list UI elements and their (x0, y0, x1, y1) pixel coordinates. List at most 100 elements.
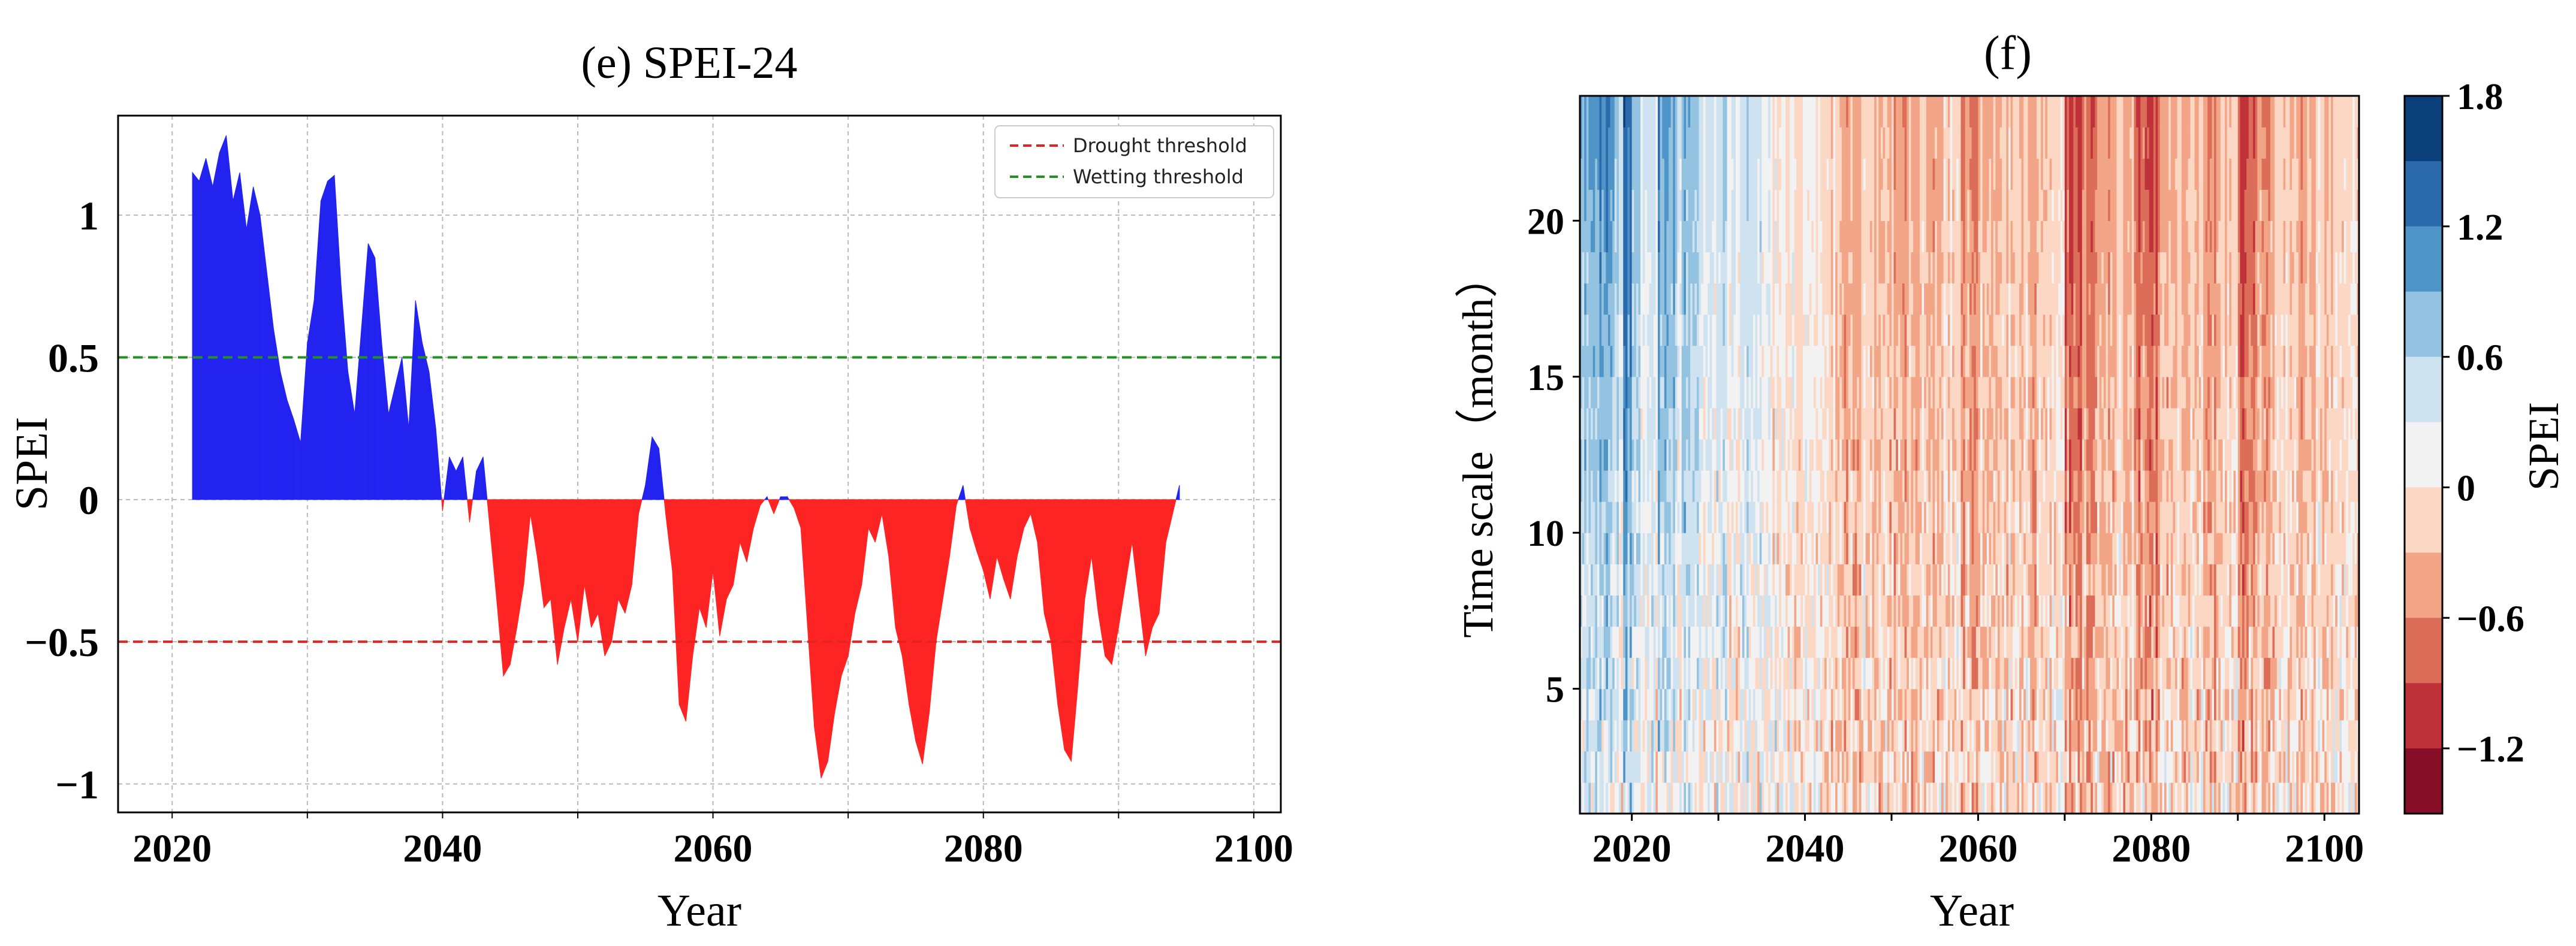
heatmap-cell (2021, 439, 2024, 471)
heatmap-cell (1820, 96, 1823, 128)
heatmap-cell (1751, 533, 1754, 564)
heatmap-cell (1727, 127, 1730, 159)
heatmap-cell (1651, 720, 1654, 752)
spei-positive-area (422, 343, 430, 500)
heatmap-cell (1662, 189, 1665, 221)
heatmap-cell (1848, 407, 1851, 440)
spei-negative-area (530, 499, 538, 557)
heatmap-cell (1718, 345, 1721, 377)
heatmap-cell (1984, 345, 1987, 377)
heatmap-cell (1757, 782, 1760, 814)
heatmap-cell (1669, 127, 1672, 159)
heatmap-cell (1616, 533, 1619, 564)
heatmap-cell (1984, 220, 1987, 253)
heatmap-cell (1781, 782, 1784, 814)
spei-negative-area (631, 499, 639, 585)
heatmap-cell (1770, 96, 1773, 128)
heatmap-cell (1935, 407, 1938, 440)
heatmap-cell (1846, 283, 1849, 315)
heatmap-cell (1830, 688, 1834, 721)
heatmap-cell (2013, 782, 2016, 814)
heatmap-cell (1802, 220, 1806, 253)
heatmap-cell (1748, 720, 1751, 752)
heatmap-cell (1718, 657, 1721, 690)
heatmap-cell (1820, 501, 1823, 533)
spei-negative-area (1118, 499, 1126, 628)
heatmap-cell (1863, 720, 1866, 752)
heatmap-cell (1662, 782, 1665, 814)
heatmap-cell (1785, 533, 1788, 564)
heatmap-cell (1917, 220, 1920, 253)
heatmap-cell (1932, 657, 1935, 690)
heatmap-cell (1755, 345, 1758, 377)
spei-positive-area (361, 243, 369, 500)
heatmap-cell (1853, 439, 1856, 471)
heatmap-cell (1880, 220, 1884, 253)
heatmap-cell (1811, 345, 1814, 377)
heatmap-cell (1645, 595, 1648, 627)
heatmap-cell (2008, 501, 2011, 533)
heatmap-cell (1805, 657, 1808, 690)
heatmap-cell (1768, 751, 1771, 783)
heatmap-cell (1673, 407, 1676, 440)
heatmap-cell (1859, 626, 1862, 658)
spei-positive-area (408, 300, 416, 500)
heatmap-cell (1619, 720, 1622, 752)
heatmap-cell (1853, 345, 1856, 377)
heatmap-cell (1820, 283, 1823, 315)
heatmap-cell (1675, 252, 1678, 284)
heatmap-cell (1848, 314, 1851, 346)
heatmap-cell (1787, 501, 1790, 533)
heatmap-cell (1724, 407, 1728, 440)
spei-positive-area (449, 457, 457, 500)
heatmap-cell (1924, 376, 1927, 409)
heatmap-cell (1694, 439, 1697, 471)
heatmap-cell (1673, 158, 1676, 190)
heatmap-cell (1703, 751, 1706, 783)
heatmap-cell (1761, 283, 1764, 315)
heatmap-cell (2017, 252, 2020, 284)
heatmap-cell (1971, 345, 1974, 377)
heatmap-cell (1928, 127, 1931, 159)
heatmap-cell (1811, 626, 1814, 658)
heatmap-cell (1986, 782, 1990, 814)
heatmap-cell (1995, 158, 1998, 190)
heatmap-cell (1824, 220, 1827, 253)
heatmap-cell (1885, 688, 1888, 721)
heatmap-cell (1991, 751, 1994, 783)
heatmap-cell (1752, 657, 1756, 690)
heatmap-cell (1759, 564, 1762, 596)
heatmap-cell (1660, 501, 1663, 533)
heatmap-cell (1770, 470, 1773, 502)
heatmap-cell (1787, 345, 1790, 377)
heatmap-cell (1805, 158, 1808, 190)
heatmap-cell (1708, 501, 1711, 533)
heatmap-cell (1694, 220, 1697, 253)
heatmap-cell (1846, 96, 1849, 128)
heatmap-cell (1924, 564, 1927, 596)
heatmap-cell (1616, 252, 1619, 284)
heatmap-cell (1712, 782, 1715, 814)
heatmap-cell (1776, 439, 1779, 471)
heatmap-cell (1742, 189, 1745, 221)
heatmap-cell (1669, 533, 1672, 564)
heatmap-cell (1926, 345, 1929, 377)
heatmap-cell (1703, 189, 1706, 221)
heatmap-cell (1796, 595, 1799, 627)
heatmap-cell (1684, 96, 1687, 128)
heatmap-cell (1631, 220, 1634, 253)
heatmap-cell (1723, 407, 1726, 440)
heatmap-cell (1692, 626, 1695, 658)
heatmap-cell (1645, 96, 1648, 128)
heatmap-cell (1591, 595, 1594, 627)
heatmap-cell (1889, 96, 1892, 128)
heatmap-cell (2004, 220, 2007, 253)
heatmap-cell (1662, 533, 1665, 564)
heatmap-cell (1708, 564, 1711, 596)
heatmap-cell (1640, 626, 1643, 658)
heatmap-cell (1763, 751, 1767, 783)
heatmap-cell (1829, 595, 1832, 627)
heatmap-cell (1755, 407, 1758, 440)
heatmap-cell (1658, 470, 1661, 502)
heatmap-cell (1811, 376, 1814, 409)
